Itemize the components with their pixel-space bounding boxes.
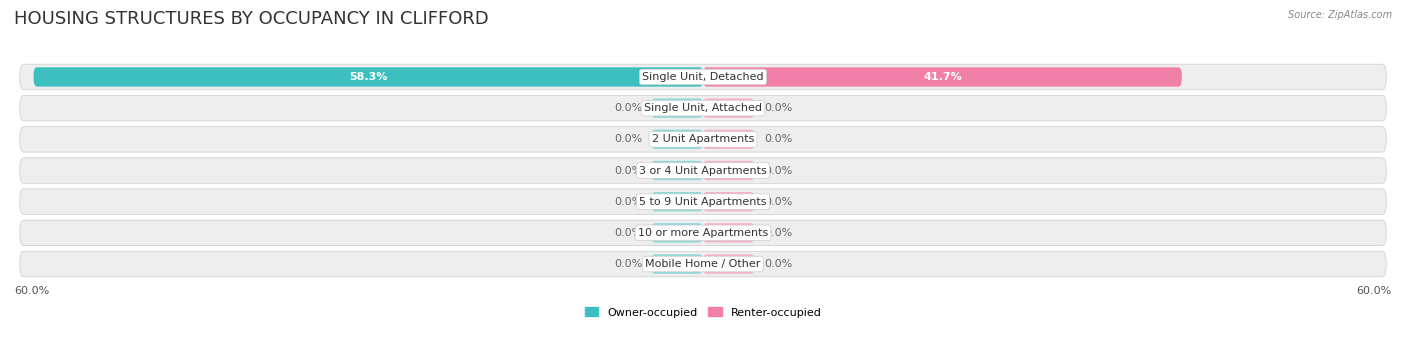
Text: 5 to 9 Unit Apartments: 5 to 9 Unit Apartments: [640, 197, 766, 207]
Text: 10 or more Apartments: 10 or more Apartments: [638, 228, 768, 238]
FancyBboxPatch shape: [703, 254, 755, 274]
Text: 60.0%: 60.0%: [1357, 286, 1392, 296]
Text: 60.0%: 60.0%: [14, 286, 49, 296]
FancyBboxPatch shape: [651, 161, 703, 180]
FancyBboxPatch shape: [20, 158, 1386, 183]
Text: 0.0%: 0.0%: [763, 165, 792, 176]
FancyBboxPatch shape: [651, 223, 703, 242]
Legend: Owner-occupied, Renter-occupied: Owner-occupied, Renter-occupied: [581, 302, 825, 322]
FancyBboxPatch shape: [20, 251, 1386, 277]
Text: 0.0%: 0.0%: [763, 228, 792, 238]
Text: 0.0%: 0.0%: [763, 259, 792, 269]
Text: 41.7%: 41.7%: [922, 72, 962, 82]
FancyBboxPatch shape: [20, 127, 1386, 152]
FancyBboxPatch shape: [703, 161, 755, 180]
FancyBboxPatch shape: [651, 130, 703, 149]
FancyBboxPatch shape: [651, 99, 703, 118]
Text: 0.0%: 0.0%: [614, 103, 643, 113]
Text: 0.0%: 0.0%: [763, 103, 792, 113]
Text: Single Unit, Attached: Single Unit, Attached: [644, 103, 762, 113]
FancyBboxPatch shape: [20, 189, 1386, 214]
Text: 58.3%: 58.3%: [349, 72, 388, 82]
Text: 0.0%: 0.0%: [614, 228, 643, 238]
FancyBboxPatch shape: [20, 220, 1386, 246]
Text: HOUSING STRUCTURES BY OCCUPANCY IN CLIFFORD: HOUSING STRUCTURES BY OCCUPANCY IN CLIFF…: [14, 10, 489, 28]
FancyBboxPatch shape: [703, 223, 755, 242]
Text: 2 Unit Apartments: 2 Unit Apartments: [652, 134, 754, 144]
Text: 0.0%: 0.0%: [614, 165, 643, 176]
FancyBboxPatch shape: [703, 130, 755, 149]
Text: 3 or 4 Unit Apartments: 3 or 4 Unit Apartments: [640, 165, 766, 176]
Text: 0.0%: 0.0%: [763, 134, 792, 144]
FancyBboxPatch shape: [20, 95, 1386, 121]
Text: 0.0%: 0.0%: [763, 197, 792, 207]
Text: 0.0%: 0.0%: [614, 134, 643, 144]
FancyBboxPatch shape: [20, 64, 1386, 90]
Text: 0.0%: 0.0%: [614, 259, 643, 269]
Text: Source: ZipAtlas.com: Source: ZipAtlas.com: [1288, 10, 1392, 20]
Text: Single Unit, Detached: Single Unit, Detached: [643, 72, 763, 82]
FancyBboxPatch shape: [651, 254, 703, 274]
FancyBboxPatch shape: [703, 192, 755, 211]
FancyBboxPatch shape: [651, 192, 703, 211]
FancyBboxPatch shape: [34, 67, 703, 87]
FancyBboxPatch shape: [703, 67, 1182, 87]
Text: 0.0%: 0.0%: [614, 197, 643, 207]
Text: Mobile Home / Other: Mobile Home / Other: [645, 259, 761, 269]
FancyBboxPatch shape: [703, 99, 755, 118]
